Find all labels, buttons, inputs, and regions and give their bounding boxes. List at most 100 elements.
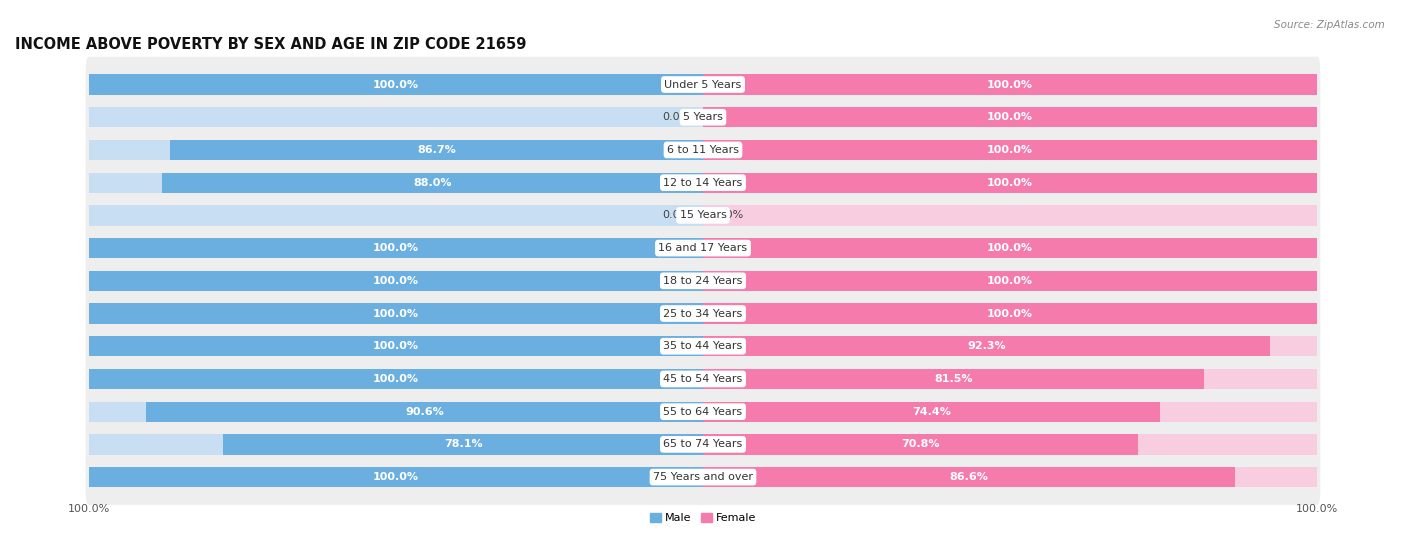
Text: Source: ZipAtlas.com: Source: ZipAtlas.com bbox=[1274, 20, 1385, 30]
FancyBboxPatch shape bbox=[86, 286, 1320, 342]
Bar bbox=[89, 401, 703, 422]
Text: 6 to 11 Years: 6 to 11 Years bbox=[666, 145, 740, 155]
FancyBboxPatch shape bbox=[86, 384, 1320, 439]
Bar bbox=[703, 304, 1317, 324]
Bar bbox=[703, 173, 1317, 193]
Text: 100.0%: 100.0% bbox=[987, 145, 1033, 155]
Bar bbox=[703, 401, 1317, 422]
Text: 0.0%: 0.0% bbox=[716, 210, 744, 220]
Text: 18 to 24 Years: 18 to 24 Years bbox=[664, 276, 742, 286]
FancyBboxPatch shape bbox=[86, 351, 1320, 407]
Text: 100.0%: 100.0% bbox=[987, 79, 1033, 89]
Bar bbox=[703, 434, 1317, 454]
Text: 100.0%: 100.0% bbox=[987, 178, 1033, 188]
Bar bbox=[89, 107, 703, 127]
Text: 100.0%: 100.0% bbox=[373, 276, 419, 286]
Bar bbox=[703, 336, 1270, 357]
Bar bbox=[703, 467, 1317, 487]
Text: 100.0%: 100.0% bbox=[373, 309, 419, 319]
Bar bbox=[703, 74, 1317, 94]
FancyBboxPatch shape bbox=[86, 319, 1320, 374]
Text: 100.0%: 100.0% bbox=[987, 276, 1033, 286]
Bar bbox=[89, 74, 703, 94]
Bar bbox=[224, 434, 703, 454]
Text: 86.7%: 86.7% bbox=[418, 145, 456, 155]
Text: 5 Years: 5 Years bbox=[683, 112, 723, 122]
Text: 100.0%: 100.0% bbox=[373, 243, 419, 253]
Text: Under 5 Years: Under 5 Years bbox=[665, 79, 741, 89]
Bar bbox=[703, 369, 1317, 389]
Bar bbox=[703, 107, 1317, 127]
Text: 100.0%: 100.0% bbox=[987, 243, 1033, 253]
Text: 78.1%: 78.1% bbox=[444, 439, 482, 449]
Bar bbox=[703, 369, 1204, 389]
Bar bbox=[89, 336, 703, 357]
Bar bbox=[89, 369, 703, 389]
Text: 100.0%: 100.0% bbox=[373, 79, 419, 89]
Bar bbox=[89, 369, 703, 389]
Bar bbox=[703, 401, 1160, 422]
Bar bbox=[703, 205, 1317, 225]
FancyBboxPatch shape bbox=[86, 89, 1320, 145]
Text: 81.5%: 81.5% bbox=[934, 374, 973, 384]
Text: 100.0%: 100.0% bbox=[373, 341, 419, 351]
Bar bbox=[89, 304, 703, 324]
Text: INCOME ABOVE POVERTY BY SEX AND AGE IN ZIP CODE 21659: INCOME ABOVE POVERTY BY SEX AND AGE IN Z… bbox=[15, 37, 526, 53]
Text: 86.6%: 86.6% bbox=[949, 472, 988, 482]
Bar bbox=[89, 238, 703, 258]
Bar bbox=[89, 140, 703, 160]
Bar bbox=[89, 304, 703, 324]
Text: 90.6%: 90.6% bbox=[405, 406, 444, 416]
Text: 88.0%: 88.0% bbox=[413, 178, 451, 188]
Bar bbox=[703, 271, 1317, 291]
FancyBboxPatch shape bbox=[86, 188, 1320, 243]
Text: 100.0%: 100.0% bbox=[987, 309, 1033, 319]
FancyBboxPatch shape bbox=[86, 155, 1320, 211]
Bar bbox=[703, 74, 1317, 94]
Text: 12 to 14 Years: 12 to 14 Years bbox=[664, 178, 742, 188]
Legend: Male, Female: Male, Female bbox=[645, 508, 761, 528]
Bar bbox=[89, 74, 703, 94]
Text: 100.0%: 100.0% bbox=[373, 374, 419, 384]
Text: 74.4%: 74.4% bbox=[912, 406, 950, 416]
Bar bbox=[703, 304, 1317, 324]
Text: 92.3%: 92.3% bbox=[967, 341, 1005, 351]
Bar bbox=[703, 336, 1317, 357]
Text: 0.0%: 0.0% bbox=[662, 112, 690, 122]
Bar bbox=[89, 173, 703, 193]
Bar bbox=[703, 238, 1317, 258]
Bar bbox=[703, 140, 1317, 160]
Text: 35 to 44 Years: 35 to 44 Years bbox=[664, 341, 742, 351]
Bar bbox=[703, 271, 1317, 291]
Text: 25 to 34 Years: 25 to 34 Years bbox=[664, 309, 742, 319]
Text: 45 to 54 Years: 45 to 54 Years bbox=[664, 374, 742, 384]
Text: 55 to 64 Years: 55 to 64 Years bbox=[664, 406, 742, 416]
Bar bbox=[89, 336, 703, 357]
Text: 0.0%: 0.0% bbox=[662, 210, 690, 220]
FancyBboxPatch shape bbox=[86, 416, 1320, 472]
Bar bbox=[703, 434, 1137, 454]
Bar bbox=[703, 107, 1317, 127]
Text: 65 to 74 Years: 65 to 74 Years bbox=[664, 439, 742, 449]
Text: 16 and 17 Years: 16 and 17 Years bbox=[658, 243, 748, 253]
Bar bbox=[703, 140, 1317, 160]
FancyBboxPatch shape bbox=[86, 56, 1320, 112]
Text: 15 Years: 15 Years bbox=[679, 210, 727, 220]
Bar bbox=[146, 401, 703, 422]
Bar bbox=[89, 271, 703, 291]
FancyBboxPatch shape bbox=[86, 253, 1320, 309]
Bar bbox=[163, 173, 703, 193]
Bar bbox=[703, 467, 1234, 487]
Bar bbox=[89, 271, 703, 291]
FancyBboxPatch shape bbox=[86, 220, 1320, 276]
Bar bbox=[703, 173, 1317, 193]
Text: 75 Years and over: 75 Years and over bbox=[652, 472, 754, 482]
Text: 100.0%: 100.0% bbox=[987, 112, 1033, 122]
Bar bbox=[89, 467, 703, 487]
Bar bbox=[89, 434, 703, 454]
Bar bbox=[89, 205, 703, 225]
Bar bbox=[89, 238, 703, 258]
Bar bbox=[703, 238, 1317, 258]
Text: 100.0%: 100.0% bbox=[373, 472, 419, 482]
Bar bbox=[89, 467, 703, 487]
